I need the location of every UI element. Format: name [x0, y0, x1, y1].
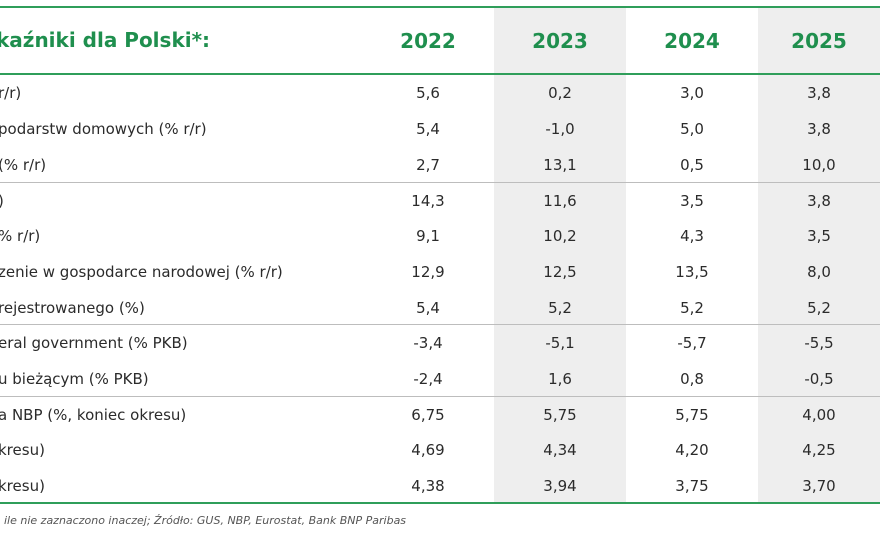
- table-row: a NBP (%, koniec okresu) 6,75 5,75 5,75 4,00: [0, 397, 880, 433]
- cell-2025: 3,70: [802, 477, 836, 495]
- cell-2023: 5,75: [543, 406, 577, 424]
- table-row: (% r/r) 2,7 13,1 0,5 10,0: [0, 147, 880, 183]
- cell-2022: 12,9: [411, 263, 445, 281]
- cell-2025: -0,5: [804, 370, 834, 388]
- section-separator: [0, 324, 880, 325]
- cell-2025: 3,8: [807, 192, 831, 210]
- cell-2025: -5,5: [804, 334, 834, 352]
- cell-2022: -3,4: [413, 334, 443, 352]
- table-row: ) 14,3 11,6 3,5 3,8: [0, 183, 880, 219]
- table-row: kresu) 4,38 3,94 3,75 3,70: [0, 468, 880, 504]
- cell-2025: 8,0: [807, 263, 831, 281]
- row-label: (% r/r): [0, 156, 47, 174]
- column-shade-2023: [494, 8, 626, 503]
- cell-2025: 4,00: [802, 406, 836, 424]
- cell-2022: 2,7: [416, 156, 440, 174]
- cell-2023: -1,0: [545, 120, 575, 138]
- cell-2024: 13,5: [675, 263, 709, 281]
- cell-2025: 3,8: [807, 84, 831, 102]
- cell-2023: 0,2: [548, 84, 572, 102]
- cell-2023: 10,2: [543, 227, 577, 245]
- section-separator: [0, 396, 880, 397]
- cell-2025: 5,2: [807, 299, 831, 317]
- footnote: ile nie zaznaczono inaczej; Źródło: GUS,…: [4, 514, 407, 527]
- cell-2025: 4,25: [802, 441, 836, 459]
- section-separator: [0, 182, 880, 183]
- cell-2023: 3,94: [543, 477, 577, 495]
- cell-2024: 5,0: [680, 120, 704, 138]
- table-row: % r/r) 9,1 10,2 4,3 3,5: [0, 218, 880, 254]
- table-row: kresu) 4,69 4,34 4,20 4,25: [0, 432, 880, 468]
- header-rule: [0, 73, 880, 75]
- table-row: u bieżącym (% PKB) -2,4 1,6 0,8 -0,5: [0, 361, 880, 397]
- cell-2022: 4,38: [411, 477, 445, 495]
- row-label: podarstw domowych (% r/r): [0, 120, 207, 138]
- table-row: rejestrowanego (%) 5,4 5,2 5,2 5,2: [0, 290, 880, 326]
- year-header-2024: 2024: [664, 29, 720, 53]
- row-label: a NBP (%, koniec okresu): [0, 406, 187, 424]
- year-header-2025: 2025: [791, 29, 847, 53]
- row-label: % r/r): [0, 227, 41, 245]
- row-label: rejestrowanego (%): [0, 299, 145, 317]
- table-row: zenie w gospodarce narodowej (% r/r) 12,9…: [0, 254, 880, 290]
- cell-2022: -2,4: [413, 370, 443, 388]
- cell-2025: 3,5: [807, 227, 831, 245]
- cell-2022: 5,4: [416, 120, 440, 138]
- cell-2022: 6,75: [411, 406, 445, 424]
- year-header-2023: 2023: [532, 29, 588, 53]
- cell-2025: 3,8: [807, 120, 831, 138]
- table-row: eral government (% PKB) -3,4 -5,1 -5,7 -5,5: [0, 325, 880, 361]
- cell-2024: 0,8: [680, 370, 704, 388]
- cell-2025: 10,0: [802, 156, 836, 174]
- cell-2024: 5,75: [675, 406, 709, 424]
- row-label: u bieżącym (% PKB): [0, 370, 149, 388]
- cell-2023: 5,2: [548, 299, 572, 317]
- cell-2024: 3,75: [675, 477, 709, 495]
- top-rule: [0, 6, 880, 8]
- cell-2023: 11,6: [543, 192, 577, 210]
- table-row: podarstw domowych (% r/r) 5,4 -1,0 5,0 3,8: [0, 111, 880, 147]
- row-label: kresu): [0, 441, 45, 459]
- column-shade-2025: [758, 8, 880, 503]
- bottom-rule: [0, 502, 880, 504]
- table-row: r/r) 5,6 0,2 3,0 3,8: [0, 75, 880, 111]
- table-header: kaźniki dla Polski*: 2022 2023 2024 2025: [0, 8, 880, 73]
- cell-2024: 4,3: [680, 227, 704, 245]
- cell-2024: 5,2: [680, 299, 704, 317]
- cell-2023: 12,5: [543, 263, 577, 281]
- cell-2022: 4,69: [411, 441, 445, 459]
- table-title: kaźniki dla Polski*:: [0, 28, 211, 52]
- cell-2022: 9,1: [416, 227, 440, 245]
- cell-2024: 3,0: [680, 84, 704, 102]
- cell-2023: 13,1: [543, 156, 577, 174]
- row-label: eral government (% PKB): [0, 334, 188, 352]
- year-header-2022: 2022: [400, 29, 456, 53]
- cell-2024: 0,5: [680, 156, 704, 174]
- cell-2023: 1,6: [548, 370, 572, 388]
- cell-2023: 4,34: [543, 441, 577, 459]
- row-label: kresu): [0, 477, 45, 495]
- cell-2022: 14,3: [411, 192, 445, 210]
- cell-2022: 5,4: [416, 299, 440, 317]
- cell-2024: 4,20: [675, 441, 709, 459]
- cell-2023: -5,1: [545, 334, 575, 352]
- cell-2022: 5,6: [416, 84, 440, 102]
- cell-2024: 3,5: [680, 192, 704, 210]
- row-label: ): [0, 192, 4, 210]
- row-label: zenie w gospodarce narodowej (% r/r): [0, 263, 283, 281]
- row-label: r/r): [0, 84, 22, 102]
- cell-2024: -5,7: [677, 334, 707, 352]
